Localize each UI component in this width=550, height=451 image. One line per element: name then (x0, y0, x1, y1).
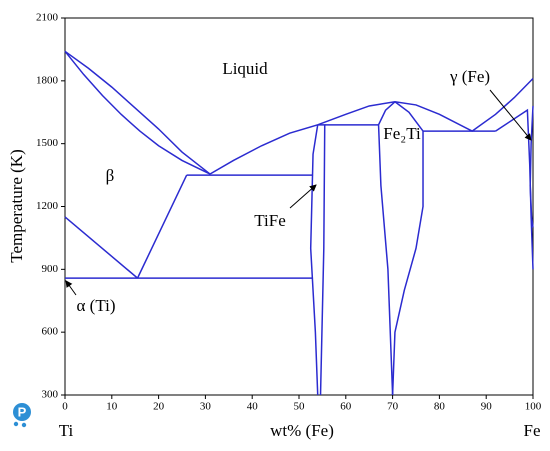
annotation-arrow (289, 184, 317, 209)
svg-text:P: P (18, 404, 27, 419)
phase-boundary (391, 101, 424, 396)
logo: P (13, 403, 31, 428)
annotation: β (106, 166, 115, 185)
x-tick-label: 60 (340, 401, 352, 413)
x-tick-label: 70 (387, 401, 399, 413)
phase-boundary (309, 124, 319, 396)
x-tick-label: 30 (200, 401, 212, 413)
x-end-label: Fe (524, 421, 541, 440)
phase-boundary (64, 216, 139, 279)
x-axis-title: wt% (Fe) (270, 421, 334, 440)
phase-boundary (317, 124, 326, 396)
y-tick-label: 300 (42, 389, 59, 401)
phase-boundary (64, 50, 211, 175)
annotation: γ (Fe) (449, 67, 490, 86)
phase-boundary (529, 105, 534, 228)
phase-boundary (495, 108, 534, 270)
y-tick-label: 1200 (36, 200, 59, 212)
x-tick-label: 50 (294, 401, 306, 413)
annotation: TiFe (254, 211, 286, 230)
annotation: α (Ti) (77, 296, 116, 315)
y-tick-label: 2100 (36, 12, 59, 24)
phase-boundary (209, 78, 534, 175)
x-tick-label: 10 (106, 401, 118, 413)
y-tick-label: 1800 (36, 74, 59, 86)
x-tick-label: 100 (525, 401, 542, 413)
phase-boundary (64, 50, 211, 175)
x-tick-label: 0 (62, 401, 68, 413)
x-tick-label: 80 (434, 401, 446, 413)
phase-boundary (377, 101, 396, 396)
x-tick-label: 20 (153, 401, 165, 413)
x-tick-label: 90 (481, 401, 493, 413)
annotation: Liquid (222, 59, 268, 78)
y-tick-label: 1500 (36, 137, 59, 149)
annotation-arrow (489, 89, 532, 141)
x-end-label: Ti (59, 421, 74, 440)
y-axis-title: Temperature (K) (7, 149, 26, 263)
y-tick-label: 600 (42, 326, 59, 338)
annotation-arrow (65, 280, 77, 296)
phase-boundary (136, 174, 188, 279)
annotation: Fe₂Ti (383, 124, 421, 143)
y-tick-label: 900 (42, 263, 59, 275)
x-tick-label: 40 (247, 401, 259, 413)
